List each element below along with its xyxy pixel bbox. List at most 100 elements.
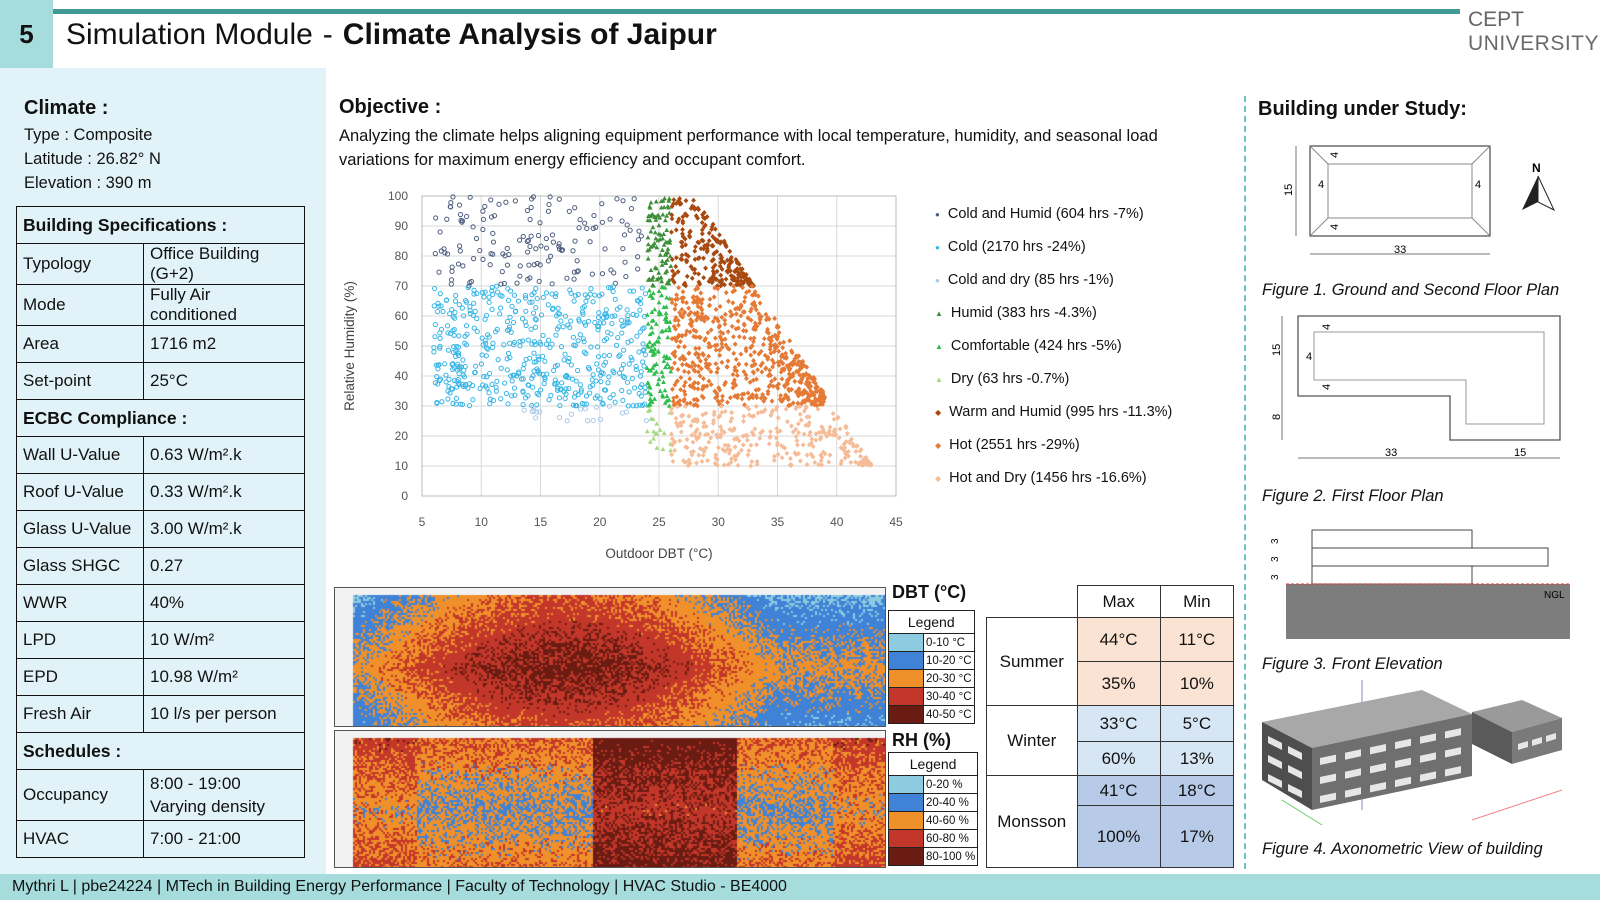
data-point [661, 304, 667, 310]
data-point [648, 200, 654, 205]
data-point [660, 446, 666, 452]
data-point [455, 361, 461, 367]
data-point [453, 401, 459, 407]
ecbc-row: Wall U-Value 0.63 W/m².k [16, 436, 305, 474]
data-point [819, 454, 825, 461]
data-point [663, 327, 669, 333]
data-point [597, 396, 603, 402]
data-point [592, 319, 598, 326]
data-point [749, 458, 755, 465]
data-point [661, 242, 667, 247]
data-point [590, 417, 596, 424]
data-point [789, 423, 794, 429]
climate-type: Type : Composite [24, 126, 153, 144]
data-point [684, 213, 690, 219]
data-point [769, 334, 775, 340]
data-point [528, 233, 534, 239]
data-point [754, 394, 760, 401]
data-point [682, 344, 687, 350]
legend-swatch [888, 669, 924, 688]
data-point [454, 367, 461, 373]
data-point [669, 216, 675, 222]
data-point [546, 201, 552, 208]
series-comfortable [644, 284, 674, 408]
figure3-caption: Figure 3. Front Elevation [1262, 655, 1443, 673]
temp-max: 44°C [1076, 617, 1161, 662]
data-point [703, 445, 709, 451]
data-point [738, 351, 744, 357]
data-point [678, 387, 684, 393]
data-point [525, 337, 531, 343]
data-point [568, 290, 574, 296]
data-point [729, 323, 735, 330]
x-tick-label: 45 [889, 515, 903, 529]
data-point [663, 259, 668, 265]
data-point [701, 448, 707, 454]
data-point [530, 373, 536, 379]
data-point [719, 344, 725, 350]
data-point [572, 293, 579, 299]
data-point [573, 403, 579, 409]
data-point [449, 268, 455, 274]
data-point [802, 390, 807, 396]
data-point [807, 432, 813, 438]
data-point [743, 328, 749, 334]
data-point [582, 220, 588, 226]
y-tick-label: 40 [395, 369, 409, 383]
data-point [795, 442, 800, 448]
data-point [715, 398, 721, 404]
data-point [648, 368, 654, 373]
data-point [551, 367, 557, 374]
data-point [486, 294, 492, 300]
data-point [772, 315, 778, 322]
data-point [703, 410, 709, 416]
data-point [696, 452, 702, 458]
data-point [774, 425, 780, 432]
data-point [480, 342, 486, 348]
data-point [714, 432, 719, 438]
data-point [488, 214, 495, 220]
data-point [792, 378, 798, 384]
data-point [464, 331, 470, 337]
data-point [616, 353, 622, 359]
schedule-row: HVAC 7:00 - 21:00 [16, 820, 305, 858]
data-point [727, 248, 733, 254]
data-point [634, 297, 640, 304]
data-point [715, 318, 721, 324]
data-point [504, 262, 511, 268]
data-point [465, 284, 471, 291]
data-point [699, 219, 705, 226]
data-point [748, 463, 754, 469]
data-point [669, 203, 675, 210]
window [1395, 757, 1411, 769]
ecbc-value: 0.63 W/m².k [143, 436, 305, 474]
ecbc-row: Fresh Air 10 l/s per person [16, 695, 305, 733]
data-point [744, 289, 749, 296]
data-point [703, 360, 709, 367]
data-point [450, 400, 456, 407]
data-point [578, 389, 584, 395]
data-point [490, 397, 497, 404]
data-point [565, 358, 571, 365]
data-point [480, 256, 486, 262]
temp-min: 11°C [1159, 617, 1235, 662]
data-point [519, 316, 526, 322]
data-point [651, 341, 657, 346]
data-point [624, 319, 630, 325]
data-point [819, 401, 825, 407]
data-point [432, 321, 438, 328]
data-point [739, 266, 745, 272]
data-point [673, 263, 679, 270]
data-point [482, 289, 488, 295]
data-point [733, 311, 739, 317]
data-point [663, 310, 669, 316]
data-point [791, 357, 797, 364]
data-point [487, 370, 493, 377]
data-point [660, 212, 666, 217]
data-point [497, 305, 504, 311]
data-point [670, 268, 675, 274]
data-point [736, 450, 741, 457]
data-point [728, 281, 734, 287]
data-point [572, 343, 578, 349]
data-point [450, 314, 456, 320]
